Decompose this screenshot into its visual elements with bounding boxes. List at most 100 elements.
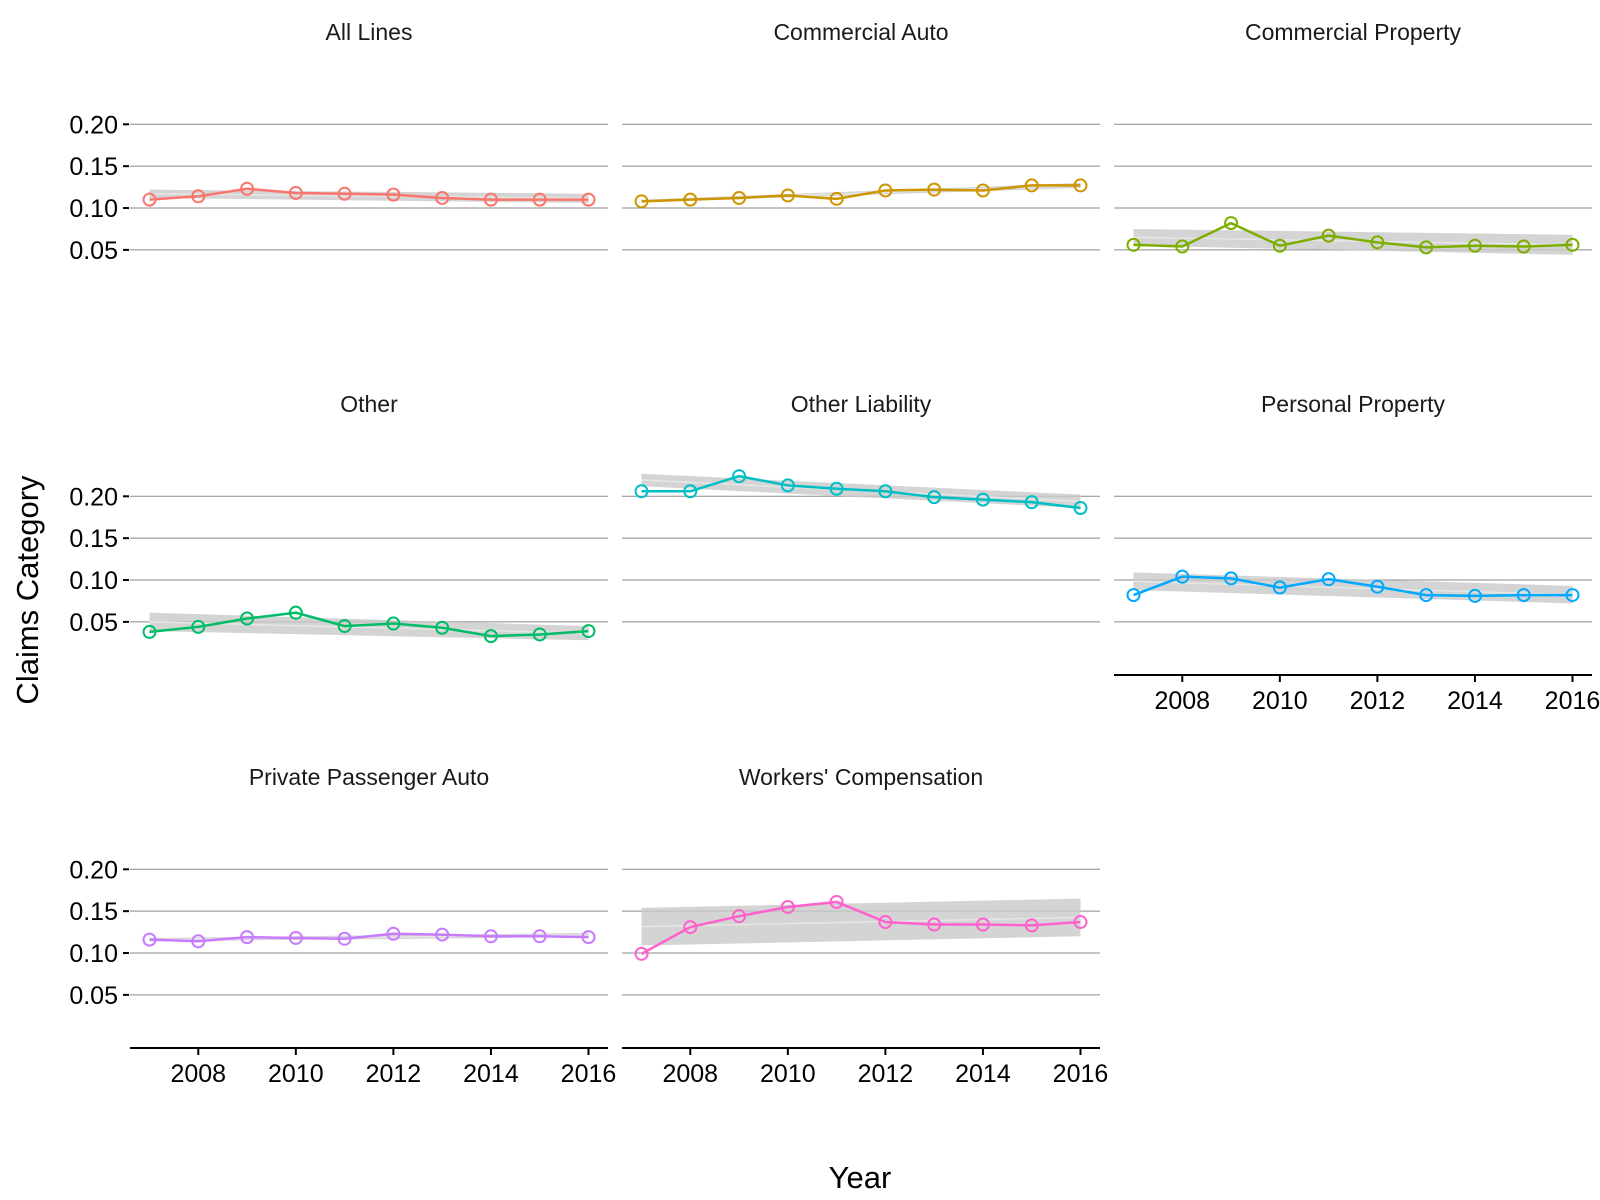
- data-point-all-lines-2007: [142, 192, 157, 207]
- series-line-other-liability: [641, 474, 1081, 510]
- data-point-commercial-property-2014: [1467, 238, 1482, 253]
- y-tick-label: 0.15: [69, 153, 118, 181]
- facet-title-all-lines: All Lines: [326, 19, 413, 45]
- x-tick-label: 2012: [366, 1060, 422, 1088]
- series-line-other: [149, 611, 589, 638]
- data-point-personal-property-2011: [1321, 572, 1336, 587]
- x-tick-label: 2010: [760, 1060, 816, 1088]
- data-point-commercial-auto-2013: [927, 182, 942, 197]
- y-tick-label: 0.15: [69, 525, 118, 553]
- data-point-commercial-property-2015: [1516, 239, 1531, 254]
- data-point-commercial-auto-2011: [829, 191, 844, 206]
- facet-title-other-liability: Other Liability: [791, 391, 932, 417]
- facet-workers-compensation: Workers' Compensation 2008 2010 2012 2014 201…: [622, 764, 1108, 1088]
- data-point-commercial-property-2016: [1565, 237, 1580, 252]
- data-point-other-2014: [483, 629, 498, 644]
- x-tick-label: 2008: [170, 1060, 226, 1088]
- data-point-workers-compensation-2008: [683, 920, 698, 935]
- x-tick-label: 2012: [1350, 687, 1406, 715]
- data-point-other-2015: [532, 627, 547, 642]
- x-tick-label: 2008: [662, 1060, 718, 1088]
- x-tick-label: 2016: [561, 1060, 617, 1088]
- x-axis-title: Year: [829, 1160, 892, 1195]
- data-point-personal-property-2012: [1370, 579, 1385, 594]
- data-point-workers-compensation-2011: [829, 894, 844, 909]
- data-point-commercial-auto-2014: [975, 183, 990, 198]
- data-point-commercial-auto-2016: [1073, 178, 1088, 193]
- data-point-commercial-auto-2008: [683, 192, 698, 207]
- data-point-private-passenger-auto-2007: [142, 932, 157, 947]
- series-line-personal-property: [1133, 575, 1573, 598]
- y-tick-label: 0.20: [69, 483, 118, 511]
- data-point-commercial-auto-2007: [634, 194, 649, 209]
- facet-commercial-property: Commercial Property: [1114, 19, 1592, 255]
- series-line-private-passenger-auto: [149, 932, 589, 943]
- data-point-other-2007: [142, 624, 157, 639]
- confidence-band-commercial-property: [1133, 228, 1573, 255]
- y-tick-label: 0.10: [69, 567, 118, 595]
- x-tick-label: 2008: [1154, 687, 1210, 715]
- data-point-personal-property-2010: [1272, 580, 1287, 595]
- data-point-commercial-property-2009: [1224, 216, 1239, 231]
- data-point-all-lines-2012: [386, 187, 401, 202]
- facet-title-personal-property: Personal Property: [1261, 391, 1446, 417]
- data-point-commercial-property-2007: [1126, 237, 1141, 252]
- data-point-workers-compensation-2010: [780, 899, 795, 914]
- data-point-other-liability-2015: [1024, 495, 1039, 510]
- data-point-all-lines-2011: [337, 186, 352, 201]
- data-point-private-passenger-auto-2016: [581, 930, 596, 945]
- data-point-workers-compensation-2014: [975, 917, 990, 932]
- data-point-all-lines-2008: [191, 189, 206, 204]
- data-point-workers-compensation-2016: [1073, 915, 1088, 930]
- data-point-other-2016: [581, 624, 596, 639]
- data-point-other-liability-2011: [829, 481, 844, 496]
- facet-title-private-passenger-auto: Private Passenger Auto: [249, 764, 489, 790]
- facet-title-commercial-auto: Commercial Auto: [773, 19, 948, 45]
- trend-line-commercial-property: [1133, 236, 1573, 246]
- series-line-commercial-property: [1133, 221, 1573, 249]
- x-tick-label: 2010: [268, 1060, 324, 1088]
- facet-title-workers-compensation: Workers' Compensation: [739, 764, 983, 790]
- y-tick-label: 0.20: [69, 856, 118, 884]
- data-point-private-passenger-auto-2009: [240, 930, 255, 945]
- data-point-personal-property-2016: [1565, 588, 1580, 603]
- data-point-other-2011: [337, 619, 352, 634]
- trend-line-all-lines: [149, 193, 589, 200]
- data-point-other-2010: [288, 605, 303, 620]
- series-line-all-lines: [149, 187, 589, 201]
- x-tick-label: 2012: [858, 1060, 914, 1088]
- y-tick-label: 0.05: [69, 609, 118, 637]
- data-point-commercial-property-2012: [1370, 235, 1385, 250]
- trend-line-workers-compensation: [641, 916, 1081, 928]
- facet-title-commercial-property: Commercial Property: [1245, 19, 1461, 45]
- data-point-private-passenger-auto-2008: [191, 934, 206, 949]
- data-point-other-liability-2013: [927, 490, 942, 505]
- facet-personal-property: Personal Property 2008 2010 2012 2014 2016: [1114, 391, 1600, 715]
- trend-line-personal-property: [1133, 580, 1573, 596]
- data-point-commercial-property-2008: [1175, 239, 1190, 254]
- facet-commercial-auto: Commercial Auto: [622, 19, 1100, 251]
- x-tick-label: 2014: [955, 1060, 1011, 1088]
- y-axis-title: Claims Category: [10, 475, 45, 705]
- data-point-all-lines-2013: [435, 190, 450, 205]
- data-point-workers-compensation-2009: [732, 909, 747, 924]
- data-point-private-passenger-auto-2010: [288, 930, 303, 945]
- data-point-all-lines-2014: [483, 192, 498, 207]
- y-tick-label: 0.15: [69, 898, 118, 926]
- data-point-other-liability-2016: [1073, 501, 1088, 516]
- data-point-private-passenger-auto-2011: [337, 931, 352, 946]
- data-point-private-passenger-auto-2014: [483, 929, 498, 944]
- data-point-other-2008: [191, 619, 206, 634]
- x-tick-label: 2014: [463, 1060, 519, 1088]
- data-point-workers-compensation-2015: [1024, 918, 1039, 933]
- y-tick-label: 0.20: [69, 111, 118, 139]
- data-point-personal-property-2015: [1516, 588, 1531, 603]
- data-point-commercial-auto-2012: [878, 183, 893, 198]
- data-point-workers-compensation-2007: [634, 946, 649, 961]
- x-tick-label: 2016: [1053, 1060, 1109, 1088]
- data-point-all-lines-2009: [240, 181, 255, 196]
- data-point-commercial-auto-2010: [780, 188, 795, 203]
- data-point-private-passenger-auto-2015: [532, 929, 547, 944]
- y-tick-label: 0.05: [69, 982, 118, 1010]
